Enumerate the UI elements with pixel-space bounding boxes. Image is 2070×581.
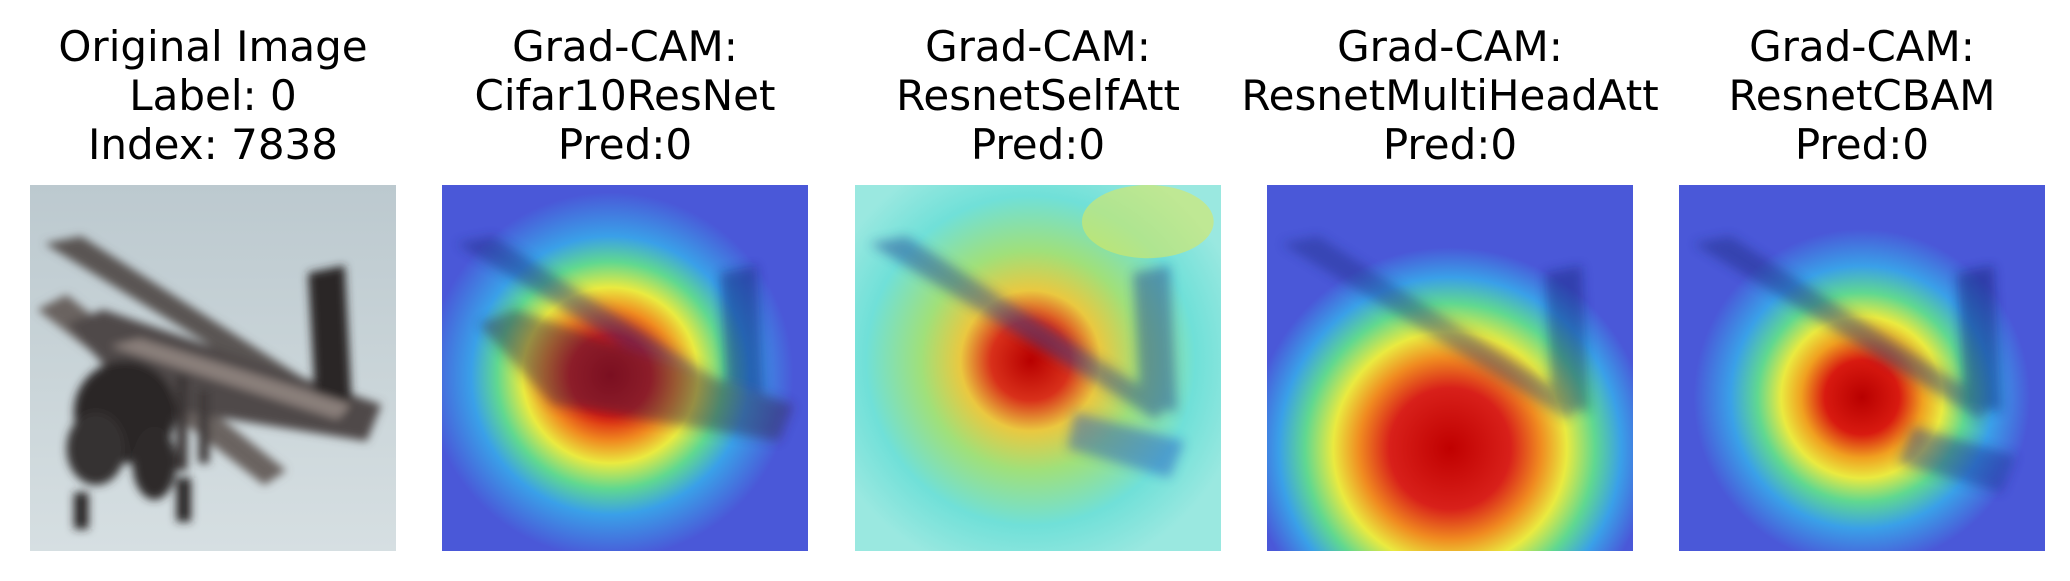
title-line: Pred:0 [1227,120,1673,169]
gradcam-heatmap-image [442,185,808,551]
panel-title: Grad-CAM: ResnetMultiHeadAtt Pred:0 [1227,22,1673,169]
panel-gradcam-resnetselfatt: Grad-CAM: ResnetSelfAtt Pred:0 [855,0,1221,581]
title-line: Index: 7838 [0,120,436,169]
title-line: ResnetCBAM [1639,71,2070,120]
title-line: Pred:0 [815,120,1261,169]
panel-title: Original Image Label: 0 Index: 7838 [0,22,436,169]
gradcam-heatmap-image [1679,185,2045,551]
title-line: Pred:0 [1639,120,2070,169]
panel-gradcam-cifar10resnet: Grad-CAM: Cifar10ResNet Pred:0 [442,0,808,581]
title-line: Original Image [0,22,436,71]
panel-gradcam-resnetmultiheadatt: Grad-CAM: ResnetMultiHeadAtt Pred:0 [1267,0,1633,581]
gradcam-heatmap-image [855,185,1221,551]
panel-original: Original Image Label: 0 Index: 7838 [30,0,396,581]
title-line: Grad-CAM: [1639,22,2070,71]
title-line: ResnetSelfAtt [815,71,1261,120]
title-line: Grad-CAM: [815,22,1261,71]
title-line: ResnetMultiHeadAtt [1227,71,1673,120]
title-line: Pred:0 [402,120,848,169]
panel-gradcam-resnetcbam: Grad-CAM: ResnetCBAM Pred:0 [1679,0,2045,581]
title-line: Grad-CAM: [402,22,848,71]
panel-title: Grad-CAM: ResnetCBAM Pred:0 [1639,22,2070,169]
original-image [30,185,396,551]
gradcam-heatmap-image [1267,185,1633,551]
title-line: Label: 0 [0,71,436,120]
panel-title: Grad-CAM: Cifar10ResNet Pred:0 [402,22,848,169]
panel-title: Grad-CAM: ResnetSelfAtt Pred:0 [815,22,1261,169]
title-line: Cifar10ResNet [402,71,848,120]
title-line: Grad-CAM: [1227,22,1673,71]
